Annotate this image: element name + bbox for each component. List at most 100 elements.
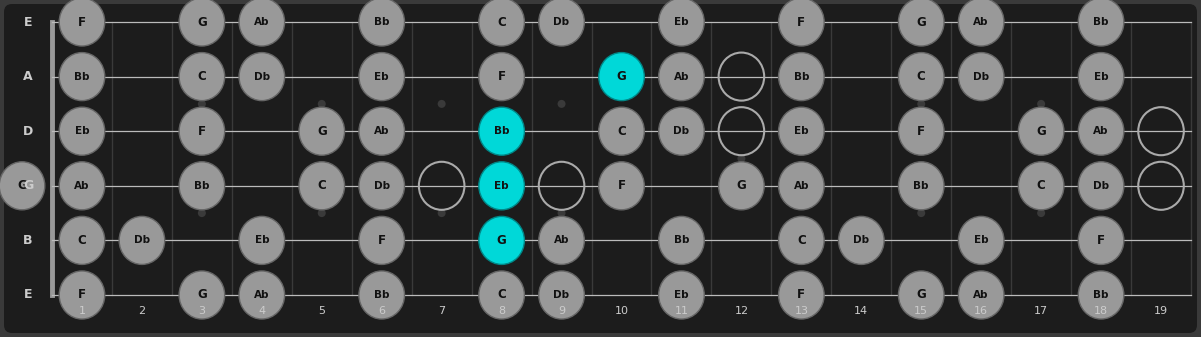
Ellipse shape (59, 162, 104, 210)
Text: F: F (497, 70, 506, 83)
Text: C: C (617, 125, 626, 138)
Text: C: C (497, 16, 506, 29)
Ellipse shape (958, 0, 1004, 46)
Ellipse shape (437, 100, 446, 108)
Text: A: A (23, 70, 32, 83)
Text: G: G (736, 179, 746, 192)
Ellipse shape (59, 107, 104, 155)
Ellipse shape (479, 216, 525, 265)
Ellipse shape (918, 209, 925, 217)
Ellipse shape (239, 216, 285, 265)
Text: C: C (317, 179, 327, 192)
Text: Ab: Ab (794, 181, 809, 191)
Ellipse shape (359, 107, 405, 155)
Ellipse shape (557, 100, 566, 108)
Text: Ab: Ab (1093, 126, 1109, 136)
Text: Bb: Bb (794, 71, 809, 82)
Text: C: C (1036, 179, 1046, 192)
Text: Ab: Ab (974, 17, 988, 27)
Ellipse shape (658, 107, 704, 155)
Text: F: F (797, 16, 806, 29)
Text: Db: Db (554, 17, 569, 27)
Ellipse shape (778, 162, 824, 210)
Text: 12: 12 (734, 306, 748, 316)
Ellipse shape (898, 162, 944, 210)
Text: Eb: Eb (255, 236, 269, 245)
Ellipse shape (1018, 107, 1064, 155)
Text: F: F (918, 125, 925, 138)
Ellipse shape (299, 162, 345, 210)
Text: G: G (17, 179, 26, 192)
Text: Eb: Eb (1094, 71, 1109, 82)
Ellipse shape (718, 162, 764, 210)
Text: 16: 16 (974, 306, 988, 316)
Ellipse shape (359, 0, 405, 46)
Ellipse shape (838, 216, 884, 265)
Text: Eb: Eb (794, 126, 808, 136)
Ellipse shape (557, 209, 566, 217)
Ellipse shape (918, 100, 925, 108)
Text: Db: Db (973, 71, 990, 82)
Ellipse shape (958, 53, 1004, 101)
Text: Bb: Bb (914, 181, 930, 191)
Text: G: G (23, 179, 34, 192)
Ellipse shape (599, 162, 644, 210)
Text: G: G (616, 70, 627, 83)
Ellipse shape (658, 271, 704, 319)
Ellipse shape (198, 209, 205, 217)
Ellipse shape (737, 154, 746, 162)
Ellipse shape (479, 107, 525, 155)
Ellipse shape (318, 100, 325, 108)
Ellipse shape (59, 53, 104, 101)
Text: Bb: Bb (1093, 17, 1109, 27)
Ellipse shape (479, 162, 525, 210)
Ellipse shape (479, 0, 525, 46)
Ellipse shape (658, 216, 704, 265)
Text: 2: 2 (138, 306, 145, 316)
Ellipse shape (1078, 162, 1124, 210)
Ellipse shape (1078, 53, 1124, 101)
Text: Ab: Ab (74, 181, 90, 191)
Text: Eb: Eb (495, 181, 509, 191)
Text: F: F (78, 288, 86, 302)
Text: 19: 19 (1154, 306, 1169, 316)
Text: G: G (317, 125, 327, 138)
Text: Db: Db (253, 71, 270, 82)
Text: E: E (24, 16, 32, 29)
Ellipse shape (359, 162, 405, 210)
Text: 15: 15 (914, 306, 928, 316)
Text: 13: 13 (794, 306, 808, 316)
Text: 1: 1 (78, 306, 85, 316)
Text: G: G (197, 288, 207, 302)
Text: F: F (1097, 234, 1105, 247)
Ellipse shape (778, 0, 824, 46)
Text: F: F (797, 288, 806, 302)
Text: Ab: Ab (255, 17, 269, 27)
Text: 6: 6 (378, 306, 386, 316)
FancyBboxPatch shape (4, 4, 1197, 333)
Ellipse shape (599, 53, 644, 101)
Text: 3: 3 (198, 306, 205, 316)
Ellipse shape (479, 53, 525, 101)
Text: C: C (497, 288, 506, 302)
Text: Ab: Ab (974, 290, 988, 300)
Text: Bb: Bb (674, 236, 689, 245)
Ellipse shape (59, 0, 104, 46)
Text: Ab: Ab (674, 71, 689, 82)
Ellipse shape (59, 271, 104, 319)
Ellipse shape (958, 216, 1004, 265)
Ellipse shape (59, 216, 104, 265)
Ellipse shape (778, 271, 824, 319)
Text: Db: Db (554, 290, 569, 300)
Text: Db: Db (133, 236, 150, 245)
Text: 14: 14 (854, 306, 868, 316)
Text: G: G (1036, 125, 1046, 138)
Ellipse shape (898, 271, 944, 319)
Ellipse shape (539, 271, 585, 319)
Text: Ab: Ab (255, 290, 269, 300)
Ellipse shape (239, 271, 285, 319)
Text: Ab: Ab (374, 126, 389, 136)
Text: F: F (78, 16, 86, 29)
Ellipse shape (539, 216, 585, 265)
Text: Eb: Eb (674, 17, 688, 27)
